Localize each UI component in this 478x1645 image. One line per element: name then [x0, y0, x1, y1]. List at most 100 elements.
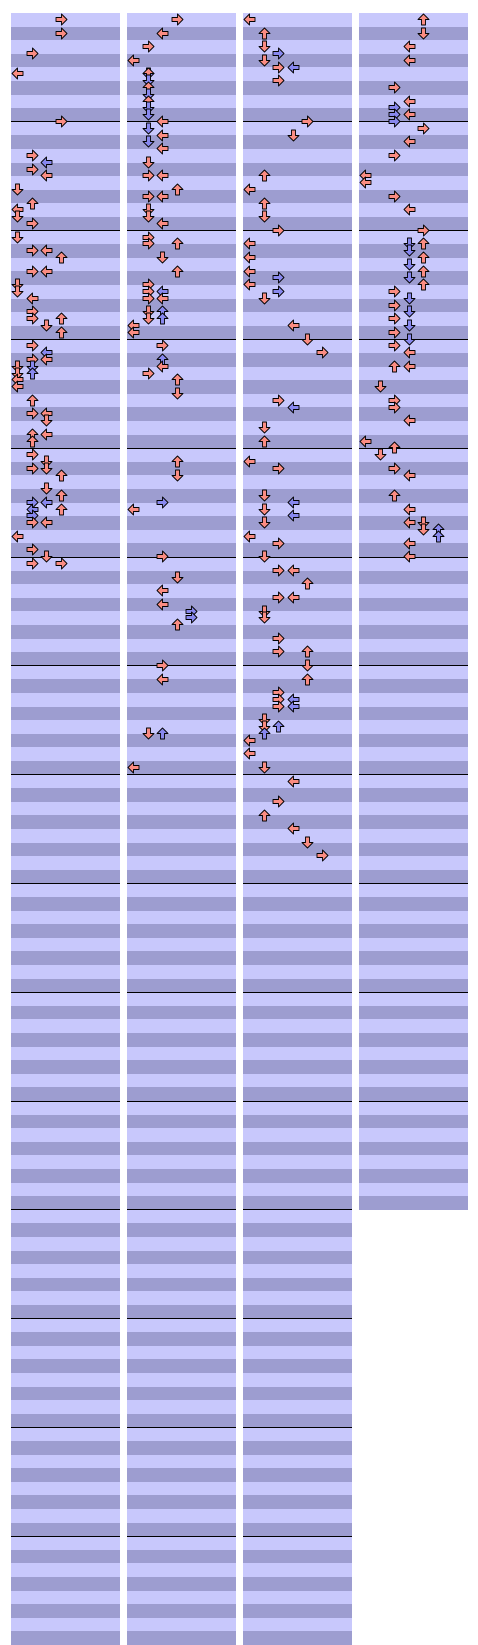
arrow-right-icon — [301, 115, 314, 128]
arrow-left-icon — [287, 401, 300, 414]
beat-stripe — [243, 489, 352, 503]
arrow-down-icon — [287, 129, 300, 142]
measure-line — [359, 991, 468, 993]
measure-line — [127, 338, 236, 340]
arrow-right-icon — [142, 285, 155, 298]
beat-stripe — [127, 516, 236, 531]
beat-stripe — [11, 1563, 120, 1578]
beat-stripe — [243, 815, 352, 830]
beat-stripe — [127, 597, 236, 612]
arrow-up-icon — [258, 727, 271, 740]
beat-stripe — [359, 461, 468, 476]
beat-stripe — [11, 353, 120, 367]
beat-stripe — [127, 883, 236, 898]
beat-stripe — [243, 869, 352, 884]
beat-stripe — [11, 625, 120, 639]
beat-stripe — [127, 747, 236, 762]
beat-stripe — [127, 529, 236, 544]
beat-stripe — [359, 597, 468, 612]
arrow-right-icon — [26, 407, 39, 420]
arrow-up-icon — [301, 577, 314, 590]
beat-stripe — [11, 244, 120, 259]
beat-stripe — [127, 1141, 236, 1156]
arrow-left-icon — [287, 564, 300, 577]
beat-stripe — [359, 1046, 468, 1061]
arrow-down-icon — [142, 312, 155, 325]
beat-stripe — [127, 53, 236, 68]
beat-stripe — [11, 978, 120, 993]
beat-stripe — [127, 625, 236, 639]
arrow-right-icon — [272, 795, 285, 808]
beat-stripe — [127, 26, 236, 41]
beat-stripe — [11, 1577, 120, 1591]
beat-stripe — [11, 1441, 120, 1455]
measure-line — [127, 1535, 236, 1537]
arrow-left-icon — [287, 700, 300, 713]
beat-stripe — [243, 121, 352, 136]
arrow-left-icon — [127, 503, 140, 516]
beat-stripe — [11, 706, 120, 721]
arrow-left-icon — [156, 598, 169, 611]
beat-stripe — [11, 720, 120, 735]
measure-line — [243, 338, 352, 340]
beat-stripe — [243, 951, 352, 966]
beat-stripe — [127, 584, 236, 599]
arrow-right-icon — [55, 557, 68, 570]
beat-stripe — [359, 543, 468, 558]
arrow-up-icon — [55, 489, 68, 502]
measure-line — [127, 447, 236, 449]
beat-stripe — [243, 149, 352, 163]
beat-stripe — [127, 951, 236, 966]
beat-stripe — [127, 1223, 236, 1238]
arrow-right-icon — [388, 401, 401, 414]
beat-stripe — [359, 298, 468, 313]
beat-stripe — [243, 883, 352, 898]
measure-line — [127, 1209, 236, 1211]
measure-line — [11, 774, 120, 776]
beat-stripe — [11, 434, 120, 449]
beat-stripe — [127, 421, 236, 435]
beat-stripe — [11, 108, 120, 123]
measure-line — [359, 774, 468, 776]
arrow-left-icon — [156, 217, 169, 230]
arrow-up-icon — [55, 469, 68, 482]
beat-stripe — [243, 937, 352, 952]
beat-stripe — [359, 992, 468, 1007]
beat-stripe — [243, 1481, 352, 1496]
arrow-right-icon — [272, 224, 285, 237]
beat-stripe — [127, 1033, 236, 1047]
beat-stripe — [243, 1441, 352, 1455]
beat-stripe — [243, 502, 352, 517]
beat-stripe — [11, 489, 120, 503]
beat-stripe — [11, 897, 120, 911]
beat-stripe — [127, 1046, 236, 1061]
beat-stripe — [11, 801, 120, 816]
arrow-down-icon — [142, 108, 155, 121]
beat-stripe — [11, 40, 120, 55]
beat-stripe — [127, 1590, 236, 1605]
arrow-up-icon — [301, 673, 314, 686]
beat-stripe — [359, 217, 468, 231]
beat-stripe — [11, 584, 120, 599]
beat-stripe — [243, 1019, 352, 1034]
beat-stripe — [11, 1345, 120, 1360]
beat-stripe — [127, 978, 236, 993]
beat-stripe — [243, 557, 352, 571]
beat-stripe — [243, 1169, 352, 1183]
beat-stripe — [359, 1073, 468, 1088]
beat-stripe — [127, 380, 236, 395]
arrow-down-icon — [403, 237, 416, 250]
arrow-right-icon — [185, 605, 198, 618]
beat-stripe — [243, 584, 352, 599]
arrow-right-icon — [156, 496, 169, 509]
beat-stripe — [243, 1155, 352, 1170]
beat-stripe — [243, 597, 352, 612]
arrow-left-icon — [403, 537, 416, 550]
beat-stripe — [11, 788, 120, 803]
measure-line — [243, 556, 352, 558]
measure-line — [127, 121, 236, 123]
beat-stripe — [127, 325, 236, 340]
beat-stripe — [359, 1182, 468, 1197]
beat-stripe — [11, 829, 120, 843]
arrow-left-icon — [11, 380, 24, 393]
